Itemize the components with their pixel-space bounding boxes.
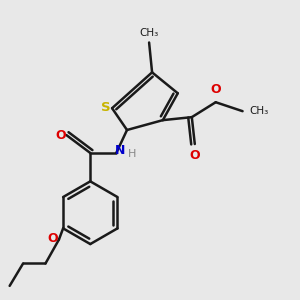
Text: O: O (47, 232, 58, 244)
Text: N: N (115, 144, 125, 157)
Text: CH₃: CH₃ (249, 106, 268, 116)
Text: CH₃: CH₃ (140, 28, 159, 38)
Text: O: O (190, 149, 200, 162)
Text: O: O (55, 129, 66, 142)
Text: O: O (210, 83, 221, 96)
Text: H: H (128, 149, 136, 160)
Text: S: S (101, 101, 110, 114)
